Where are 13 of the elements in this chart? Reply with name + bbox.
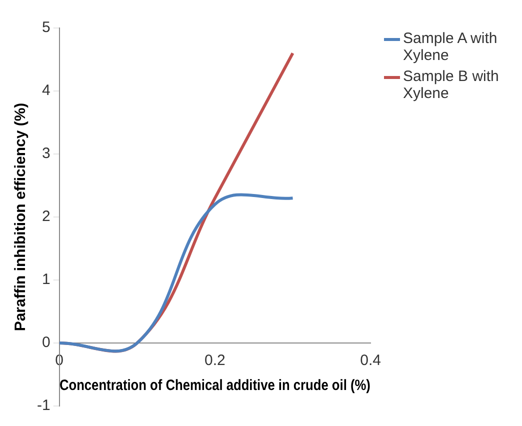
x-tick-label: 0.2	[204, 352, 226, 370]
y-axis-title: Paraffin inhibition efficiency (%)	[12, 102, 30, 332]
x-axis-title: Concentration of Chemical additive in crude oil (%)	[59, 376, 370, 394]
y-tick-label: 0	[42, 334, 50, 352]
y-tick-label: 1	[42, 271, 50, 288]
y-tick-label: 2	[42, 208, 50, 226]
x-tick-label: 0.4	[360, 352, 382, 370]
y-tick-label: 5	[42, 19, 50, 36]
legend-label: Sample A with Xylene	[403, 30, 498, 64]
legend-label: Sample B with Xylene	[403, 68, 500, 102]
y-tick-label: 3	[42, 145, 50, 162]
y-tick-label: -1	[36, 397, 50, 414]
y-tick-label: 4	[42, 82, 50, 100]
